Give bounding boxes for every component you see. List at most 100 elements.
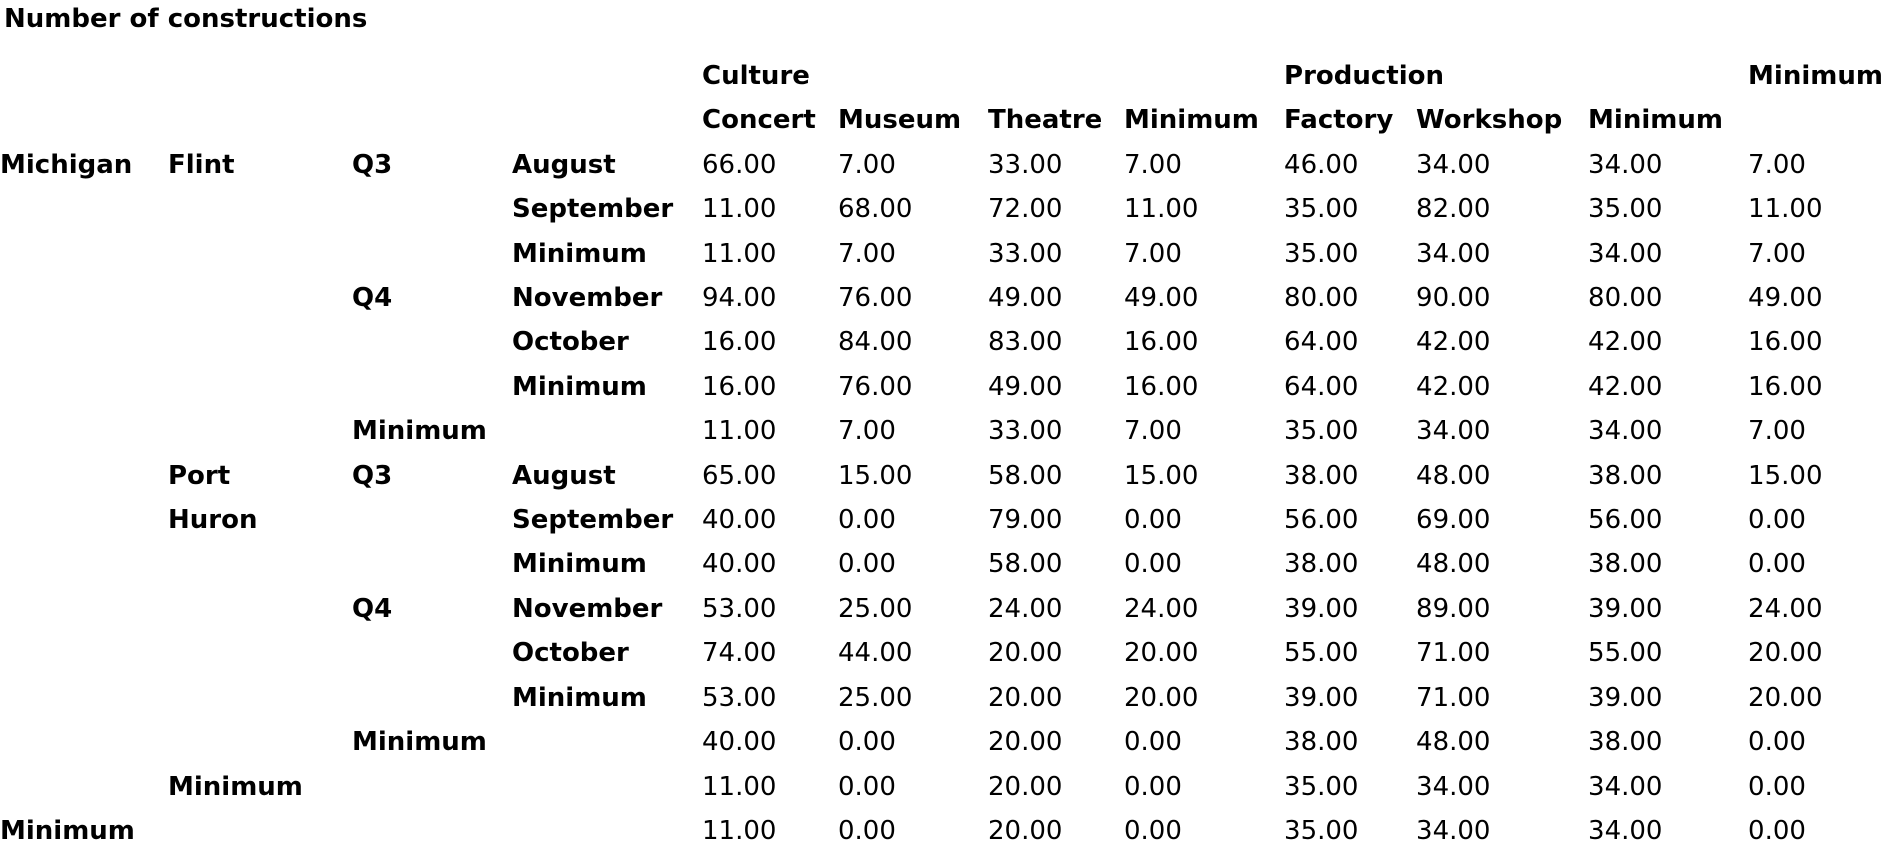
- row-header-month: September: [512, 505, 674, 536]
- value-cell: 7.00: [1124, 149, 1182, 180]
- value-cell: 20.00: [1748, 682, 1823, 713]
- value-cell: 80.00: [1284, 283, 1359, 314]
- col-header-concert: Concert: [702, 105, 816, 136]
- value-cell: 16.00: [1124, 327, 1199, 358]
- value-cell: 0.00: [838, 815, 896, 846]
- value-cell: 24.00: [1748, 593, 1823, 624]
- value-cell: 34.00: [1588, 771, 1663, 802]
- value-cell: 7.00: [838, 416, 896, 447]
- value-cell: 34.00: [1588, 238, 1663, 269]
- value-cell: 82.00: [1416, 194, 1491, 225]
- value-cell: 48.00: [1416, 549, 1491, 580]
- value-cell: 20.00: [988, 727, 1063, 758]
- value-cell: 34.00: [1588, 149, 1663, 180]
- header-spacer: [0, 98, 702, 142]
- value-cell: 11.00: [702, 815, 777, 846]
- value-cell: 90.00: [1416, 283, 1491, 314]
- value-cell: 0.00: [1748, 549, 1806, 580]
- table-row: Q4 November 53.00 25.00 24.00 24.00 39.0…: [0, 587, 1904, 631]
- value-cell: 15.00: [838, 460, 913, 491]
- row-header-minimum-city: Minimum: [168, 771, 303, 802]
- value-cell: 38.00: [1284, 549, 1359, 580]
- value-cell: 55.00: [1284, 638, 1359, 669]
- value-cell: 0.00: [1748, 505, 1806, 536]
- table-row: Minimum 11.00 7.00 33.00 7.00 35.00 34.0…: [0, 232, 1904, 276]
- value-cell: 72.00: [988, 194, 1063, 225]
- value-cell: 42.00: [1416, 371, 1491, 402]
- value-cell: 0.00: [1748, 727, 1806, 758]
- value-cell: 84.00: [838, 327, 913, 358]
- value-cell: 0.00: [838, 771, 896, 802]
- value-cell: 33.00: [988, 149, 1063, 180]
- value-cell: 38.00: [1284, 460, 1359, 491]
- value-cell: 7.00: [838, 149, 896, 180]
- value-cell: 20.00: [988, 771, 1063, 802]
- value-cell: 34.00: [1416, 815, 1491, 846]
- col-header-minimum-culture: Minimum: [1124, 105, 1259, 136]
- value-cell: 7.00: [838, 238, 896, 269]
- value-cell: 11.00: [1124, 194, 1199, 225]
- value-cell: 42.00: [1588, 371, 1663, 402]
- row-header-month: September: [512, 194, 674, 225]
- value-cell: 55.00: [1588, 638, 1663, 669]
- table-row: Port Huron Q3 August 65.00 15.00 58.00 1…: [0, 454, 1904, 535]
- value-cell: 40.00: [702, 549, 777, 580]
- col-header-factory: Factory: [1284, 105, 1394, 136]
- value-cell: 83.00: [988, 327, 1063, 358]
- row-header-month: August: [512, 460, 616, 491]
- row-header-month: October: [512, 638, 629, 669]
- value-cell: 0.00: [838, 549, 896, 580]
- value-cell: 42.00: [1588, 327, 1663, 358]
- value-cell: 79.00: [988, 505, 1063, 536]
- value-cell: 38.00: [1284, 727, 1359, 758]
- row-header-month: Minimum: [512, 238, 647, 269]
- value-cell: 42.00: [1416, 327, 1491, 358]
- table-row: Minimum 11.00 0.00 20.00 0.00 35.00 34.0…: [0, 809, 1904, 853]
- table-row: Minimum 11.00 0.00 20.00 0.00 35.00 34.0…: [0, 765, 1904, 809]
- value-cell: 35.00: [1284, 238, 1359, 269]
- page-title: Number of constructions: [4, 4, 368, 34]
- value-cell: 40.00: [702, 727, 777, 758]
- value-cell: 34.00: [1416, 771, 1491, 802]
- table-row: Minimum 11.00 7.00 33.00 7.00 35.00 34.0…: [0, 409, 1904, 453]
- value-cell: 64.00: [1284, 327, 1359, 358]
- value-cell: 38.00: [1588, 549, 1663, 580]
- row-header-quarter: Q4: [352, 593, 393, 624]
- value-cell: 0.00: [1124, 771, 1182, 802]
- value-cell: 71.00: [1416, 638, 1491, 669]
- table-row: Minimum 40.00 0.00 58.00 0.00 38.00 48.0…: [0, 542, 1904, 586]
- value-cell: 39.00: [1588, 682, 1663, 713]
- value-cell: 7.00: [1748, 238, 1806, 269]
- value-cell: 71.00: [1416, 682, 1491, 713]
- value-cell: 38.00: [1588, 727, 1663, 758]
- value-cell: 53.00: [702, 682, 777, 713]
- value-cell: 34.00: [1416, 238, 1491, 269]
- value-cell: 24.00: [988, 593, 1063, 624]
- col-header-blank: [1748, 98, 1904, 142]
- value-cell: 20.00: [1124, 682, 1199, 713]
- value-cell: 7.00: [1124, 416, 1182, 447]
- value-cell: 39.00: [1284, 682, 1359, 713]
- value-cell: 11.00: [702, 771, 777, 802]
- table-row: Minimum 53.00 25.00 20.00 20.00 39.00 71…: [0, 676, 1904, 720]
- value-cell: 24.00: [1124, 593, 1199, 624]
- value-cell: 44.00: [838, 638, 913, 669]
- row-header-month: Minimum: [512, 549, 647, 580]
- value-cell: 25.00: [838, 682, 913, 713]
- value-cell: 94.00: [702, 283, 777, 314]
- value-cell: 7.00: [1124, 238, 1182, 269]
- value-cell: 25.00: [838, 593, 913, 624]
- row-header-minimum-quarter: Minimum: [352, 416, 487, 447]
- value-cell: 56.00: [1284, 505, 1359, 536]
- col-group-culture: Culture: [702, 61, 810, 91]
- row-header-month: November: [512, 283, 663, 314]
- value-cell: 80.00: [1588, 283, 1663, 314]
- value-cell: 39.00: [1588, 593, 1663, 624]
- row-header-minimum-quarter: Minimum: [352, 727, 487, 758]
- value-cell: 35.00: [1284, 815, 1359, 846]
- value-cell: 20.00: [988, 638, 1063, 669]
- value-cell: 34.00: [1416, 416, 1491, 447]
- value-cell: 7.00: [1748, 416, 1806, 447]
- table-row: October 74.00 44.00 20.00 20.00 55.00 71…: [0, 631, 1904, 675]
- value-cell: 16.00: [702, 371, 777, 402]
